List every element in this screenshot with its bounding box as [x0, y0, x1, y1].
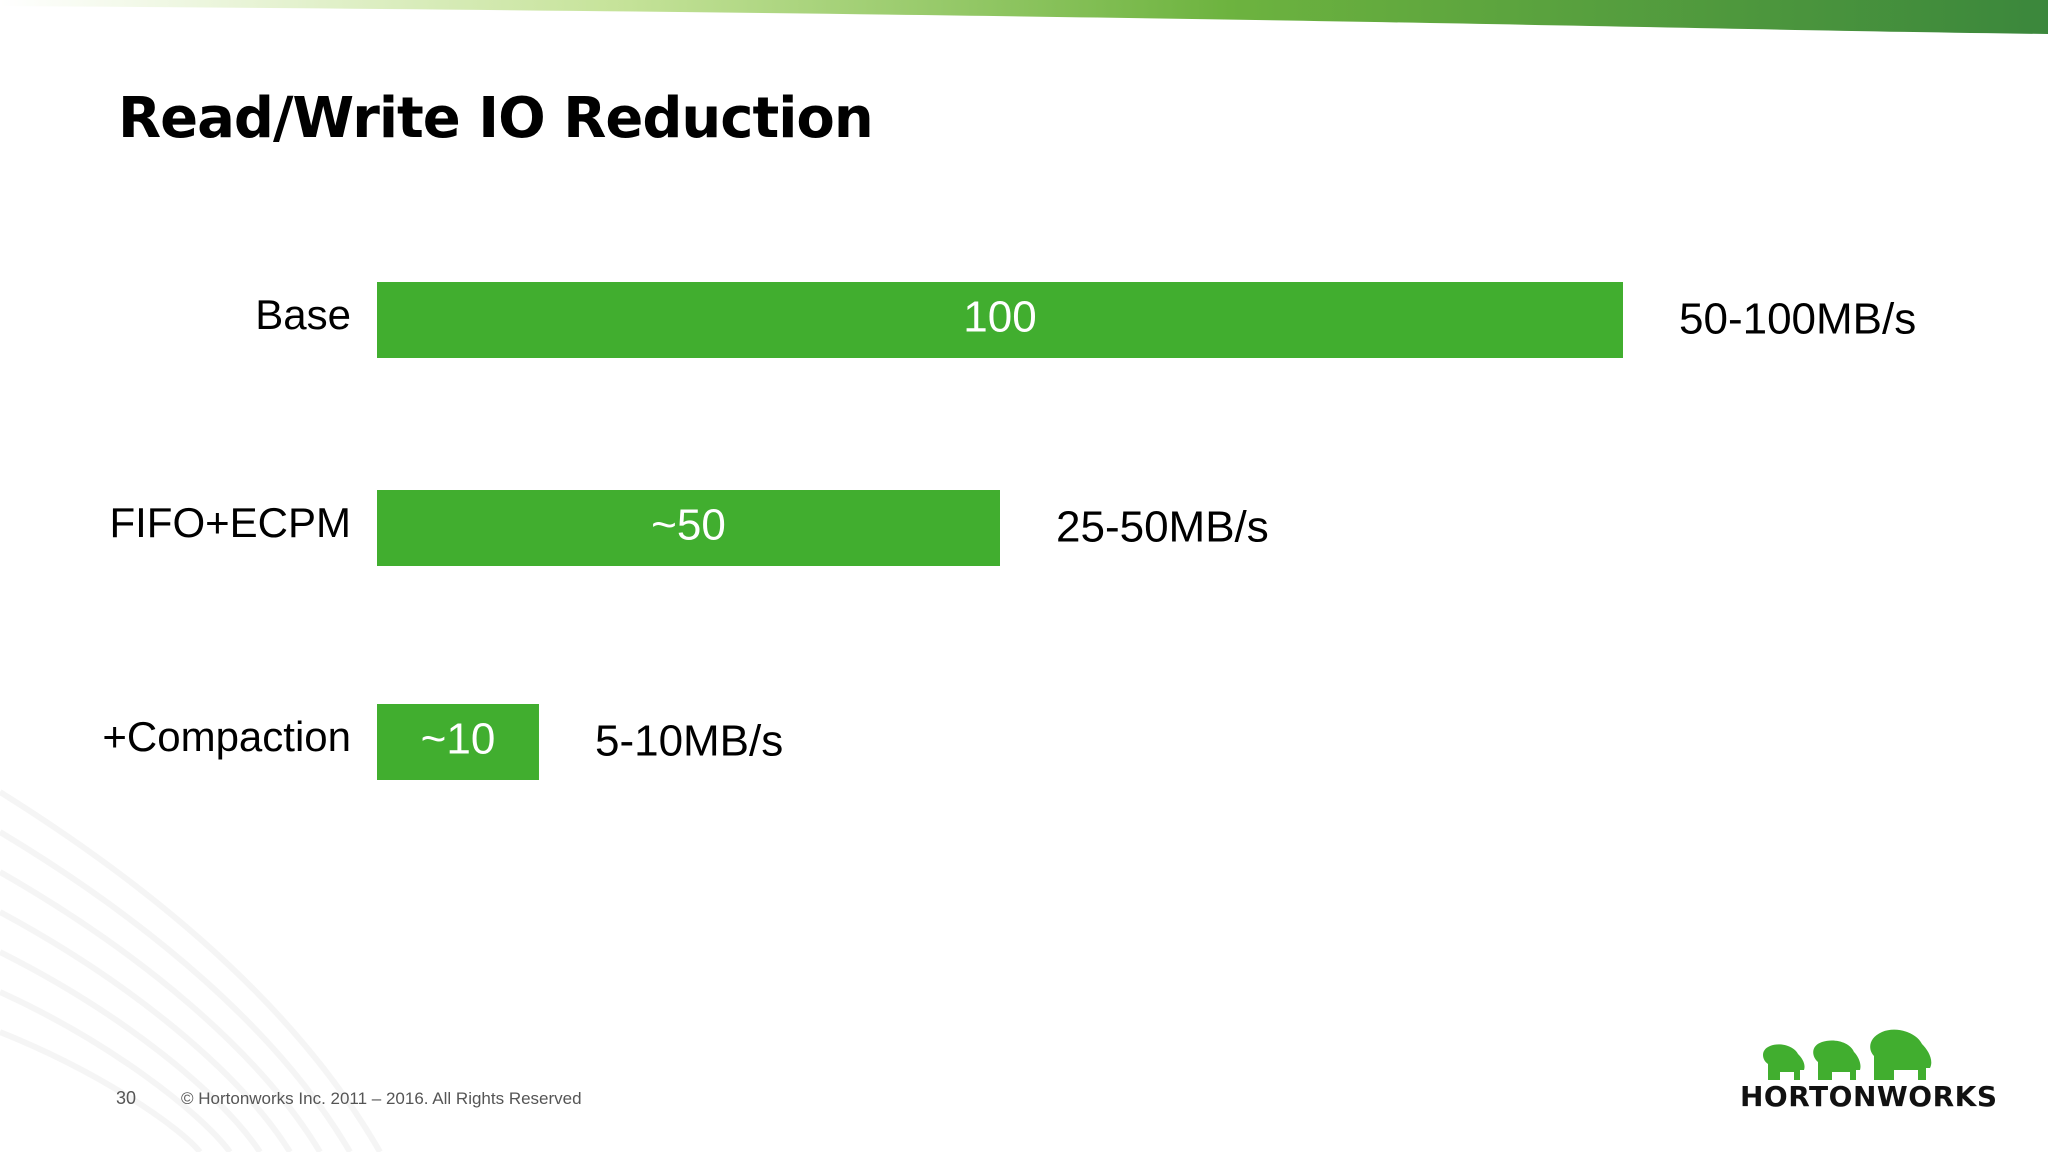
bar-value-label-2: ~10 — [421, 715, 496, 764]
bar-1 — [377, 490, 1000, 566]
page-number: 30 — [116, 1088, 137, 1108]
hortonworks-logo: HORTONWORKS — [1740, 1024, 1998, 1124]
category-label-2: +Compaction — [102, 713, 351, 760]
slide-title: Read/Write IO Reduction — [118, 86, 874, 151]
copyright-notice: © Hortonworks Inc. 2011 – 2016. All Righ… — [181, 1089, 582, 1108]
category-label-1: FIFO+ECPM — [109, 499, 351, 546]
throughput-label-1: 25-50MB/s — [1056, 503, 1269, 552]
elephant-herd-icon — [1763, 1029, 1932, 1080]
bar-value-label-0: 100 — [963, 293, 1036, 342]
logo-wordmark: HORTONWORKS — [1740, 1080, 1998, 1113]
throughput-label-2: 5-10MB/s — [595, 717, 783, 766]
bar-2 — [377, 704, 539, 780]
category-label-0: Base — [255, 291, 351, 338]
bar-0 — [377, 282, 1623, 358]
throughput-label-0: 50-100MB/s — [1679, 295, 1916, 344]
bar-value-label-1: ~50 — [651, 501, 726, 550]
